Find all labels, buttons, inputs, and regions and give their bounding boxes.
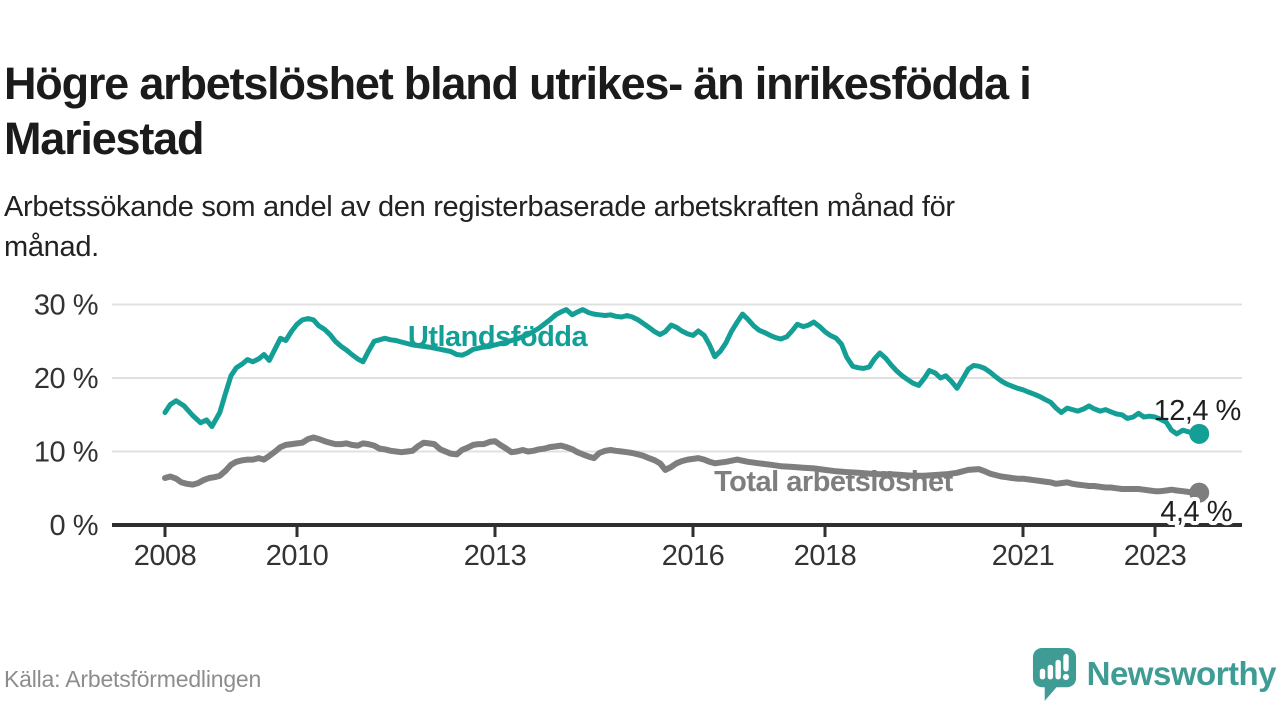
end-value-label-1: 12,4 %: [1154, 395, 1241, 427]
title-line-2: Mariestad: [4, 113, 204, 165]
x-axis-label: 2023: [1124, 540, 1187, 572]
x-axis-label: 2013: [464, 540, 527, 572]
series-end-dot-1: [1189, 423, 1210, 444]
series-line-2: [162, 434, 1203, 496]
y-axis-label: 30 %: [34, 290, 98, 322]
source-note: Källa: Arbetsförmedlingen: [4, 666, 262, 692]
subtitle-line-2: månad.: [4, 231, 99, 263]
x-axis-label: 2021: [992, 540, 1055, 572]
page-title: Högre arbetslöshet bland utrikes- än inr…: [4, 56, 1032, 166]
y-axis-label: 0 %: [50, 510, 98, 542]
title-line-1: Högre arbetslöshet bland utrikes- än inr…: [4, 58, 1032, 110]
newsworthy-logo: Newsworthy: [1031, 646, 1277, 702]
x-axis-label: 2016: [662, 540, 725, 572]
end-value-label-2: 4,4 %: [1160, 496, 1232, 528]
series-line-1: [162, 307, 1202, 437]
y-axis-label: 10 %: [34, 437, 98, 469]
series-label-2: Total arbetslöshet: [714, 466, 953, 498]
newsworthy-icon: [1032, 648, 1076, 701]
series-end-dot-2: [1189, 482, 1210, 503]
x-axis-label: 2010: [266, 540, 329, 572]
subtitle-line-1: Arbetssökande som andel av den registerb…: [4, 191, 955, 223]
x-axis-label: 2018: [794, 540, 857, 572]
newsworthy-wordmark: Newsworthy: [1086, 655, 1277, 692]
x-axis-label: 2008: [134, 540, 197, 572]
chart-subtitle: Arbetssökande som andel av den registerb…: [4, 187, 955, 267]
y-axis-label: 20 %: [34, 363, 98, 395]
series-label-1: Utlandsfödda: [408, 321, 589, 353]
